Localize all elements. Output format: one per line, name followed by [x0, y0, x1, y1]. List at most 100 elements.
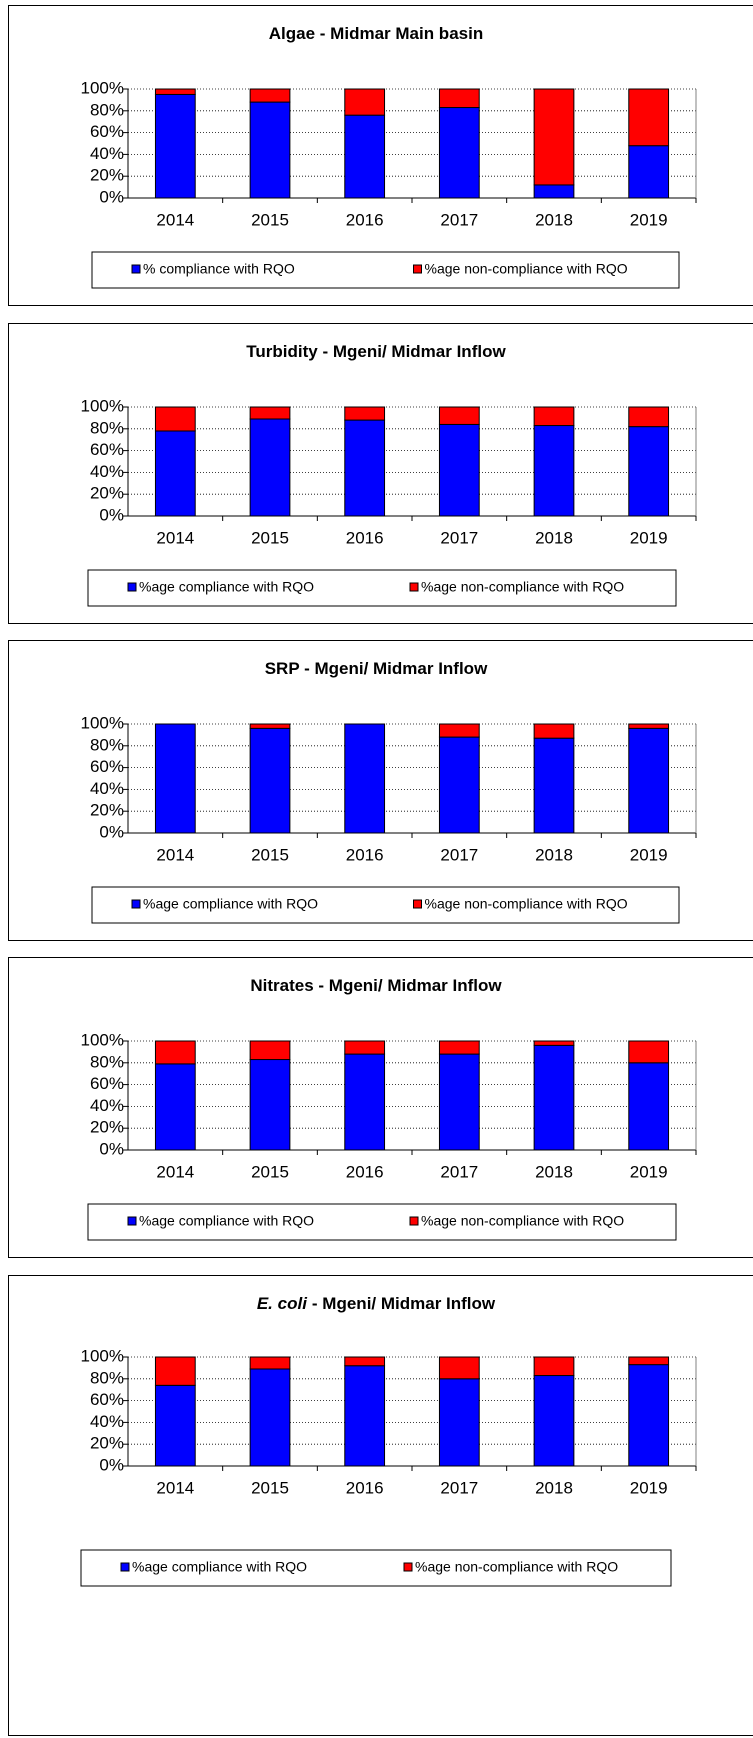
chart-title: Turbidity - Mgeni/ Midmar Inflow	[246, 342, 506, 361]
bar-segment	[154, 1356, 196, 1386]
bar-segment	[533, 737, 575, 834]
bar-segment	[438, 736, 480, 834]
x-tick-label: 2016	[346, 1478, 384, 1497]
chart: 0% 20% 40% 60% 80% 100% 2014 2015 2016 2017 2018 20…	[8, 1275, 753, 1736]
x-tick-label: 2018	[535, 845, 573, 864]
y-tick-label: 60%	[90, 1390, 124, 1409]
legend-label: %age compliance with RQO	[139, 1213, 314, 1229]
bar-segment	[249, 88, 291, 103]
y-tick-label: 100%	[81, 713, 124, 732]
legend-swatch	[131, 264, 141, 274]
bar-segment	[628, 1356, 670, 1366]
y-tick-label: 0%	[99, 1139, 124, 1158]
legend-label: %age compliance with RQO	[143, 896, 318, 912]
y-tick-label: 40%	[90, 1412, 124, 1431]
legend-label: %age compliance with RQO	[132, 1559, 307, 1575]
bar-segment	[438, 107, 480, 199]
y-tick-label: 60%	[90, 757, 124, 776]
bar-segment	[438, 1053, 480, 1151]
bar-segment	[628, 1364, 670, 1467]
bar-segment	[628, 1062, 670, 1151]
bar-segment	[344, 1365, 386, 1467]
bar-segment	[438, 723, 480, 738]
x-tick-label: 2014	[156, 528, 194, 547]
y-tick-label: 20%	[90, 1118, 124, 1137]
bar-segment	[438, 1040, 480, 1055]
bar-segment	[344, 419, 386, 517]
legend-swatch	[409, 1216, 419, 1226]
x-tick-label: 2014	[156, 1162, 194, 1181]
title-text: Algae - Midmar Main basin	[269, 24, 483, 43]
y-tick-label: 0%	[99, 187, 124, 206]
x-tick-label: 2014	[156, 1478, 194, 1497]
bar-segment	[533, 1044, 575, 1151]
x-tick-label: 2019	[630, 1478, 668, 1497]
bar-segment	[154, 93, 196, 199]
chart-frame	[8, 1275, 753, 1736]
y-tick-label: 100%	[81, 396, 124, 415]
x-tick-label: 2017	[440, 1478, 478, 1497]
x-tick-label: 2019	[630, 1162, 668, 1181]
x-tick-label: 2019	[630, 845, 668, 864]
bar-segment	[533, 406, 575, 427]
legend-label: %age non-compliance with RQO	[415, 1559, 618, 1575]
x-tick-label: 2016	[346, 528, 384, 547]
y-tick-label: 0%	[99, 1455, 124, 1474]
legend-swatch	[403, 1562, 413, 1572]
bar-segment	[344, 1040, 386, 1055]
legend-box	[87, 1203, 677, 1241]
bar-segment	[344, 114, 386, 199]
bar-segment	[249, 1059, 291, 1151]
bar-segment	[438, 406, 480, 425]
legend-swatch	[413, 264, 422, 274]
x-tick-label: 2017	[440, 528, 478, 547]
bar-segment	[344, 723, 386, 834]
x-tick-label: 2018	[535, 210, 573, 229]
bar-segment	[628, 1040, 670, 1064]
bar-segment	[154, 430, 196, 517]
x-tick-label: 2015	[251, 528, 289, 547]
title-italic: E. coli	[257, 1294, 308, 1313]
bar-segment	[154, 1040, 196, 1065]
y-tick-label: 100%	[81, 1030, 124, 1049]
x-tick-label: 2014	[156, 845, 194, 864]
legend-label: %age compliance with RQO	[139, 579, 314, 595]
bar-segment	[438, 1378, 480, 1467]
bar-segment	[344, 406, 386, 421]
legend-swatch	[127, 582, 137, 592]
legend-box	[80, 1549, 672, 1587]
x-tick-label: 2015	[251, 1162, 289, 1181]
bar-segment	[344, 88, 386, 116]
chart: 0% 20% 40% 60% 80% 100% 2014 2015 2016 2017 2018 20…	[8, 323, 753, 624]
y-tick-label: 80%	[90, 1368, 124, 1387]
x-tick-label: 2018	[535, 528, 573, 547]
legend-box	[91, 251, 680, 289]
x-tick-label: 2015	[251, 1478, 289, 1497]
title-text: Nitrates - Mgeni/ Midmar Inflow	[250, 976, 502, 995]
chart-title: Nitrates - Mgeni/ Midmar Inflow	[250, 976, 502, 995]
legend-label: %age non-compliance with RQO	[425, 261, 628, 277]
legend-label: %age non-compliance with RQO	[421, 1213, 624, 1229]
x-tick-label: 2019	[630, 528, 668, 547]
y-tick-label: 0%	[99, 505, 124, 524]
legend-label: %age non-compliance with RQO	[421, 579, 624, 595]
x-tick-label: 2018	[535, 1162, 573, 1181]
x-tick-label: 2016	[346, 1162, 384, 1181]
x-tick-label: 2015	[251, 845, 289, 864]
bar-segment	[438, 423, 480, 517]
chart: 0% 20% 40% 60% 80% 100% 2014 2015 2016 2017 2018 20…	[8, 640, 753, 941]
legend-swatch	[127, 1216, 137, 1226]
x-tick-label: 2015	[251, 210, 289, 229]
x-tick-label: 2017	[440, 1162, 478, 1181]
chart: 0% 20% 40% 60% 80% 100% 2014 2015 2016 2017 2018 20…	[8, 5, 753, 306]
chart: 0% 20% 40% 60% 80% 100% 2014 2015 2016 2017 2018 20…	[8, 957, 753, 1258]
bar-segment	[249, 727, 291, 834]
y-tick-label: 80%	[90, 418, 124, 437]
bar-segment	[249, 1356, 291, 1370]
bar-segment	[154, 1384, 196, 1467]
bar-segment	[154, 88, 196, 95]
y-tick-label: 100%	[81, 78, 124, 97]
bar-segment	[249, 418, 291, 517]
x-tick-label: 2019	[630, 210, 668, 229]
x-tick-label: 2018	[535, 1478, 573, 1497]
